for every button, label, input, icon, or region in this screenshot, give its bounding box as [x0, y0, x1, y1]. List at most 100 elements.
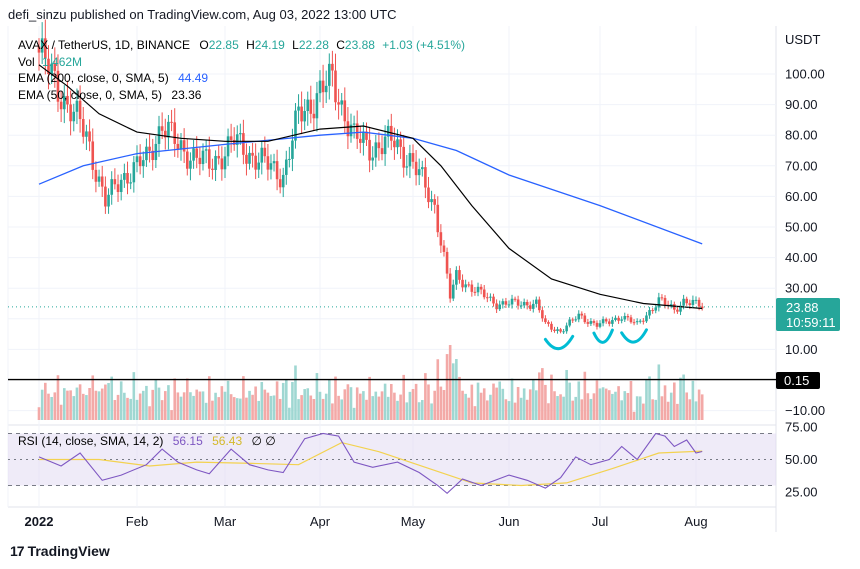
volume-bar: [589, 398, 593, 420]
volume-bar: [291, 382, 294, 420]
volume-bar: [179, 396, 183, 420]
volume-bar: [145, 385, 148, 420]
time-tick-label: 2022: [25, 514, 54, 529]
candle-body: [688, 303, 692, 305]
volume-bar: [245, 397, 248, 420]
candle-body: [614, 317, 617, 320]
legend-volume-label: Vol: [18, 55, 35, 69]
volume-bar: [119, 381, 123, 420]
rsi-tick-label: 75.00: [785, 420, 818, 435]
candle-body: [251, 152, 254, 156]
volume-bar: [81, 393, 85, 420]
volume-bar: [113, 400, 117, 420]
candle-body: [657, 297, 661, 308]
horizontal-line-value: 0.15: [784, 373, 809, 388]
candle-body: [691, 299, 695, 305]
volume-bar: [629, 381, 633, 420]
candle-body: [44, 38, 47, 59]
volume-bar: [595, 380, 599, 420]
volume-bar: [691, 380, 695, 420]
volume-bar: [507, 401, 511, 420]
candle-body: [562, 331, 565, 333]
volume-bar: [116, 394, 120, 420]
candle-body: [211, 168, 214, 170]
candle-body: [315, 93, 319, 119]
candle-body: [386, 125, 390, 137]
candle-body: [182, 140, 186, 152]
volume-bar: [455, 359, 458, 420]
volume-bar: [318, 391, 322, 420]
volume-bar: [56, 375, 60, 420]
price-tick-label: −10.00: [785, 403, 825, 418]
volume-bar: [163, 391, 167, 420]
volume-bar: [340, 399, 343, 420]
candle-body: [451, 284, 455, 299]
volume-bar: [85, 395, 88, 420]
volume-bar: [694, 401, 698, 420]
volume-bar: [516, 387, 520, 420]
candle-body: [104, 186, 107, 207]
candle-body: [232, 139, 236, 145]
volume-bar: [461, 390, 464, 420]
volume-bar: [657, 364, 661, 420]
candle-body: [368, 139, 371, 161]
volume-bar: [405, 402, 409, 420]
candle-body: [312, 113, 316, 119]
time-tick-label: Mar: [214, 514, 237, 529]
candle-body: [510, 298, 514, 305]
candle-body: [654, 307, 658, 311]
volume-bar: [75, 387, 79, 420]
candle-body: [242, 133, 245, 155]
candle-body: [337, 102, 340, 105]
volume-bar: [94, 390, 98, 420]
candle-body: [257, 162, 261, 170]
volume-bar: [173, 378, 177, 420]
candle-body: [507, 304, 511, 306]
volume-bar: [571, 400, 574, 420]
volume-bar: [420, 400, 424, 420]
volume-bar: [476, 382, 480, 420]
legend-rsi-extra: ∅ ∅: [251, 434, 275, 448]
volume-bar: [513, 402, 517, 420]
rsi-band-group: [8, 433, 776, 486]
volume-bar: [275, 381, 279, 420]
candle-body: [88, 131, 91, 142]
candle-body: [393, 140, 396, 148]
candle-body: [430, 199, 433, 203]
price-tick-label: 30.00: [785, 281, 818, 296]
tradingview-footer[interactable]: 17 TradingView: [10, 543, 110, 559]
candle-body: [476, 286, 480, 293]
volume-bar: [263, 389, 267, 420]
volume-bar: [374, 391, 378, 420]
volume-bar: [495, 387, 498, 420]
publish-header: defi_sinzu published on TradingView.com,…: [8, 7, 397, 22]
candle-body: [482, 289, 486, 298]
legend-ema50-label: EMA (50, close, 0, SMA, 5): [18, 88, 162, 102]
candle-body: [278, 179, 282, 188]
legend-ema200: 44.49: [178, 71, 208, 85]
axis-unit-label: USDT: [785, 32, 820, 47]
volume-bar: [642, 403, 645, 420]
volume-bar: [586, 393, 590, 420]
volume-bar: [482, 388, 486, 420]
candle-body: [685, 298, 689, 304]
candle-body: [541, 310, 544, 319]
candle-body: [589, 321, 593, 324]
volume-bar: [257, 400, 261, 420]
legend-symbol: AVAX / TetherUS, 1D, BINANCE: [18, 38, 190, 52]
candle-body: [284, 159, 288, 175]
volume-bar: [211, 400, 214, 420]
volume-bar: [498, 381, 502, 420]
candle-body: [81, 119, 85, 137]
volume-bar: [473, 406, 477, 420]
candle-body: [263, 147, 267, 157]
volume-bar: [620, 400, 623, 420]
volume-bar: [531, 379, 535, 420]
volume-bar: [306, 388, 310, 420]
candle-body: [355, 123, 359, 139]
candle-body: [306, 99, 310, 112]
volume-bar: [479, 392, 483, 420]
candle-body: [321, 80, 325, 93]
volume-bar: [110, 376, 114, 420]
